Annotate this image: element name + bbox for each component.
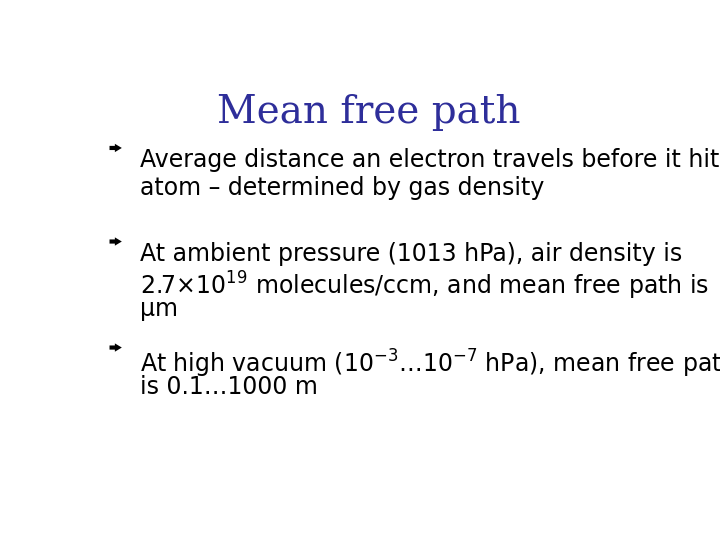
Text: is 0.1…1000 m: is 0.1…1000 m (140, 375, 318, 400)
Text: μm: μm (140, 297, 179, 321)
Text: At high vacuum (10$^{-3}$…10$^{-7}$ hPa), mean free path: At high vacuum (10$^{-3}$…10$^{-7}$ hPa)… (140, 348, 720, 380)
Text: Average distance an electron travels before it hits an: Average distance an electron travels bef… (140, 148, 720, 172)
Text: atom – determined by gas density: atom – determined by gas density (140, 176, 544, 200)
Text: 2.7×10$^{19}$ molecules/ccm, and mean free path is   68: 2.7×10$^{19}$ molecules/ccm, and mean fr… (140, 269, 720, 301)
Text: At ambient pressure (1013 hPa), air density is: At ambient pressure (1013 hPa), air dens… (140, 241, 683, 266)
Text: Mean free path: Mean free path (217, 94, 521, 131)
